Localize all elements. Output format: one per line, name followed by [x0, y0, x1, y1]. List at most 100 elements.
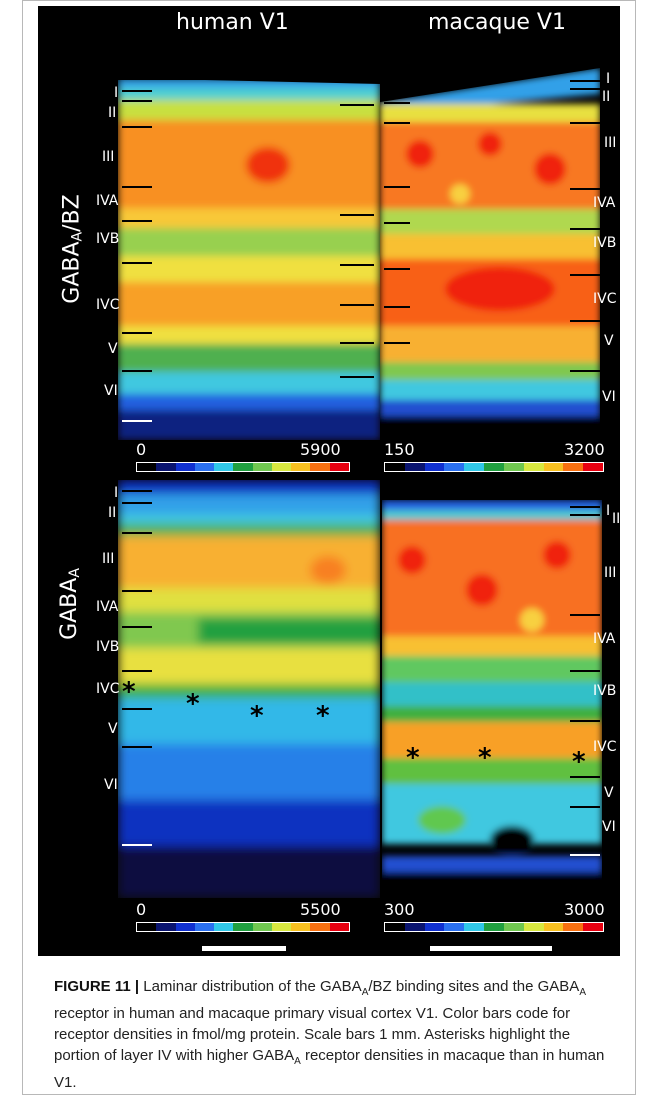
layer-tick [384, 306, 410, 308]
colorbar-segment [156, 923, 176, 931]
layer-label: IVB [593, 683, 617, 699]
colorbar-min-label: 150 [384, 440, 415, 459]
colorbar-segment [233, 923, 253, 931]
layer-label: I [114, 85, 119, 101]
colorbar-max-label: 5900 [300, 440, 341, 459]
layer-tick [122, 186, 152, 188]
heatmap-macaque-gabaabz [380, 64, 600, 438]
layer-tick [122, 370, 152, 372]
scale-bar [430, 946, 552, 951]
colorbar-segment [156, 463, 176, 471]
colorbar-segment [252, 463, 272, 471]
layer-tick [570, 776, 600, 778]
colorbar-segment [137, 923, 157, 931]
colorbar-segment [464, 463, 485, 471]
colorbar-segment [175, 923, 195, 931]
layer-label: IVC [593, 739, 617, 755]
layer-label: IVC [593, 291, 617, 307]
layer-label: IVA [593, 631, 616, 647]
layer-label: V [108, 341, 118, 357]
layer-label: III [102, 551, 115, 567]
layer-label: V [604, 785, 614, 801]
colorbar-segment [385, 463, 405, 471]
layer-label: III [604, 135, 617, 151]
asterisk-marker: * [316, 701, 330, 731]
colorbar-segment [329, 923, 349, 931]
asterisk-marker: * [186, 689, 200, 719]
figure-caption: FIGURE 11 | Laminar distribution of the … [54, 978, 605, 1091]
layer-label: VI [602, 819, 616, 835]
layer-tick [570, 806, 600, 808]
colorbar-segment [214, 923, 234, 931]
layer-tick [122, 420, 152, 422]
layer-tick [570, 670, 600, 672]
layer-tick [570, 320, 600, 322]
colorbar-segment [444, 463, 465, 471]
row-label-top: GABAA/BZ [59, 194, 86, 304]
colorbar-segment [233, 463, 253, 471]
colorbar-max-label: 3000 [564, 900, 605, 919]
layer-tick [570, 122, 600, 124]
layer-tick [122, 262, 152, 264]
layer-label: IVA [593, 195, 616, 211]
colorbar-segment [484, 923, 504, 931]
colorbar [136, 922, 350, 932]
colorbar [384, 462, 604, 472]
layer-tick [570, 80, 600, 82]
colorbar-segment [291, 923, 311, 931]
layer-tick [570, 88, 600, 90]
colorbar-segment [543, 923, 564, 931]
colorbar-min-label: 300 [384, 900, 415, 919]
layer-label: IVB [593, 235, 617, 251]
layer-label: II [602, 89, 611, 105]
colorbar-segment [583, 463, 603, 471]
layer-label: IVA [96, 599, 119, 615]
asterisk-marker: * [478, 743, 492, 773]
layer-tick [570, 720, 600, 722]
row-label-bottom: GABAA [56, 568, 83, 640]
layer-label: II [612, 511, 620, 527]
layer-tick [570, 370, 600, 372]
heatmap-human-gabaabz [118, 70, 380, 440]
colorbar-segment [252, 923, 272, 931]
layer-tick [122, 670, 152, 672]
layer-tick [570, 188, 600, 190]
colorbar-segment [329, 463, 349, 471]
layer-tick [122, 90, 152, 92]
layer-tick [122, 100, 152, 102]
layer-tick [570, 854, 600, 856]
layer-tick [340, 342, 374, 344]
layer-tick [384, 102, 410, 104]
layer-label: V [604, 333, 614, 349]
layer-label: VI [104, 777, 118, 793]
colorbar-segment [444, 923, 465, 931]
colorbar-segment [484, 463, 504, 471]
asterisk-marker: * [572, 747, 586, 777]
layer-tick [570, 506, 600, 508]
colorbar-segment [464, 923, 485, 931]
layer-tick [122, 126, 152, 128]
colorbar-segment [424, 923, 445, 931]
layer-tick [340, 104, 374, 106]
layer-label: III [604, 565, 617, 581]
layer-tick [122, 532, 152, 534]
layer-label: II [108, 105, 117, 121]
colorbar-segment [543, 463, 564, 471]
colorbar-segment [137, 463, 157, 471]
layer-tick [122, 708, 152, 710]
colorbar-min-label: 0 [136, 440, 147, 459]
layer-label: IVC [96, 297, 120, 313]
figure-image: human V1 macaque V1 GABAA/BZ GABAA [38, 6, 620, 956]
layer-tick [122, 220, 152, 222]
layer-label: II [108, 505, 117, 521]
asterisk-marker: * [406, 743, 420, 773]
heatmap-human-gabaa [118, 480, 380, 898]
layer-label: III [102, 149, 115, 165]
colorbar-segment [503, 923, 524, 931]
layer-tick [570, 274, 600, 276]
colorbar-segment [404, 923, 425, 931]
layer-tick [122, 502, 152, 504]
layer-tick [384, 186, 410, 188]
layer-label: IVC [96, 681, 120, 697]
layer-tick [340, 304, 374, 306]
